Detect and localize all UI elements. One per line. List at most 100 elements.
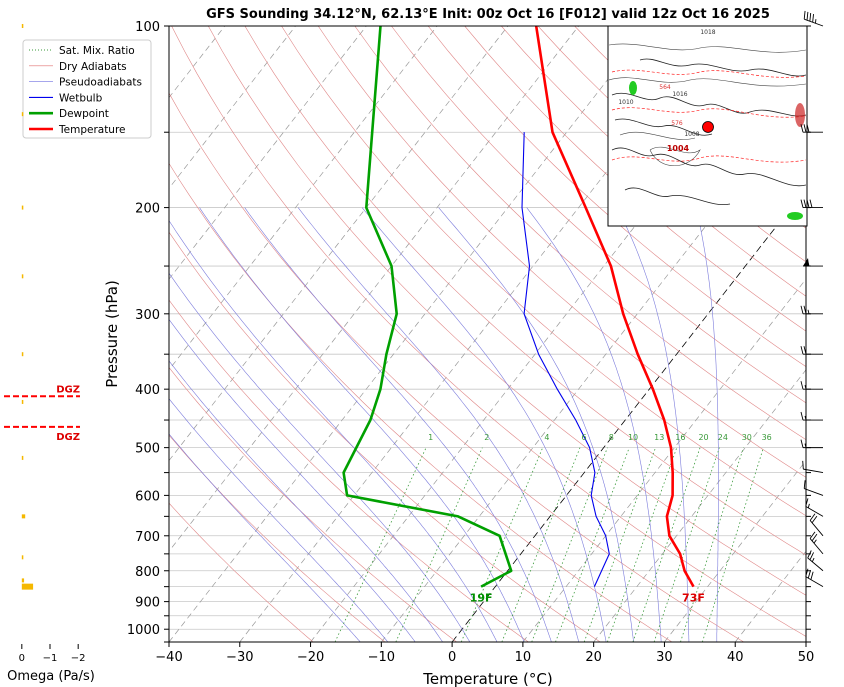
isotherm-line — [169, 26, 296, 189]
omega-bar — [21, 578, 25, 583]
wind-barb — [805, 568, 824, 588]
x-tick-label: 20 — [585, 650, 602, 665]
mixing-ratio-label: 16 — [675, 433, 685, 442]
x-tick-label: 50 — [798, 650, 815, 665]
wind-barb-flag — [806, 11, 809, 21]
mixing-ratio-line — [531, 447, 608, 642]
wind-barb-flag — [803, 199, 807, 208]
omega-tick-label: −2 — [71, 653, 86, 664]
legend-label: Pseudoadiabats — [59, 77, 142, 89]
wind-barb-flag — [800, 305, 804, 314]
y-tick-label: 1000 — [127, 623, 160, 638]
mixing-ratio-label: 30 — [742, 433, 752, 442]
isotherm-line — [169, 26, 367, 280]
surface-temperature-label: 73F — [682, 592, 705, 605]
dry-adiabat — [169, 299, 529, 642]
x-tick-label: 0 — [448, 650, 456, 665]
wind-barb — [803, 258, 823, 267]
x-tick-label: 40 — [727, 650, 744, 665]
wind-barb-flag — [806, 199, 810, 208]
mixing-ratio-label: 36 — [762, 433, 772, 442]
wind-barb-halfflag — [804, 385, 807, 390]
x-axis-ticks: −40 −30 −20 −10 0 10 20 30 40 50 — [155, 642, 814, 665]
inset-coastline — [614, 118, 713, 136]
dgz-label: DGZ — [56, 384, 80, 395]
pseudoadiabat — [695, 207, 719, 642]
isotherm-line — [522, 278, 806, 642]
isotherm-line — [805, 641, 806, 642]
wind-barb-flag — [812, 13, 814, 23]
wind-barb — [807, 550, 824, 572]
inset-coastline — [624, 187, 731, 206]
wind-barb-flag — [805, 568, 809, 577]
x-tick-label: −20 — [297, 650, 324, 665]
wind-barb-shaft — [805, 576, 824, 588]
isotherm-line — [169, 26, 579, 552]
wind-barb-halfflag — [813, 539, 817, 544]
wind-barb-shaft — [805, 505, 824, 517]
inset-isobar — [619, 131, 696, 140]
wind-barb-flag — [800, 346, 804, 355]
mixing-ratio-label: 2 — [484, 433, 489, 442]
mixing-ratio-label: 24 — [718, 433, 728, 442]
inset-map-label: 1016 — [672, 91, 687, 98]
wind-barb-flag — [803, 124, 807, 133]
wind-barb-flag — [811, 533, 818, 542]
wind-barb-shaft — [803, 468, 824, 474]
mixing-ratio-label: 13 — [654, 433, 664, 442]
wind-barb-flag — [803, 305, 807, 314]
wind-barb-halfflag — [804, 443, 807, 448]
wind-barb-shaft — [809, 538, 824, 555]
legend-label: Temperature — [58, 124, 126, 136]
dry-adiabat — [391, 26, 806, 404]
y-axis-ticks: 100 200 300 400 500 600 700 800 900 1000 — [127, 20, 811, 643]
isotherm-line — [593, 369, 806, 642]
dry-adiabat — [501, 26, 806, 297]
mixing-ratio-line — [501, 447, 581, 642]
wind-barb-flag — [807, 570, 811, 579]
x-tick-label: 30 — [656, 650, 673, 665]
wind-barb-halfflag — [807, 261, 810, 267]
wind-barb-shaft — [807, 557, 824, 572]
omega-bar — [21, 24, 24, 28]
wind-barb — [803, 480, 824, 496]
y-tick-label: 800 — [135, 565, 160, 580]
dry-adiabat — [354, 26, 806, 441]
inset-isobar — [609, 43, 806, 53]
wind-barb-flag — [803, 346, 807, 355]
mixing-ratio-labels: 1 2 4 6 8 10 13 16 20 24 30 36 — [428, 433, 772, 442]
wind-barb — [800, 124, 823, 133]
wind-barb-flag — [800, 411, 804, 421]
mixing-ratio-line — [395, 447, 483, 642]
inset-thickness-line — [611, 69, 806, 78]
inset-map-content: 1018 1016 1010 1008 1004 564 576 — [609, 29, 806, 220]
isotherm-line — [169, 26, 509, 462]
wind-barb — [803, 10, 824, 27]
legend-label: Wetbulb — [59, 92, 103, 104]
inset-coastline — [639, 58, 806, 77]
y-tick-label: 500 — [135, 442, 160, 457]
omega-bar — [21, 352, 24, 357]
inset-thickness-line — [611, 107, 806, 118]
legend-label: Dewpoint — [59, 108, 109, 120]
dry-adiabat — [831, 26, 844, 642]
mixing-ratio-line — [680, 447, 744, 642]
mixing-ratio-line — [653, 447, 720, 642]
wind-barb-flag — [802, 460, 804, 470]
pseudoadiabat — [244, 207, 552, 642]
wind-barb — [800, 346, 823, 355]
wind-barb-halfflag — [807, 309, 810, 314]
wind-barb-shaft — [804, 488, 824, 496]
wind-barb — [800, 381, 823, 390]
wind-barb — [809, 531, 824, 555]
inset-isobar — [609, 77, 806, 87]
x-axis-label: Temperature (°C) — [422, 670, 552, 687]
omega-panel: DGZ DGZ 0 −1 −2 Omega (Pa/s) — [4, 24, 95, 684]
dry-adiabat — [317, 26, 806, 478]
inset-map-label: 564 — [659, 84, 671, 91]
pseudoadiabat — [438, 207, 634, 642]
mixing-ratio-label: 10 — [628, 433, 638, 442]
pseudoadiabat — [199, 207, 525, 642]
inset-thickness-line — [611, 155, 806, 163]
